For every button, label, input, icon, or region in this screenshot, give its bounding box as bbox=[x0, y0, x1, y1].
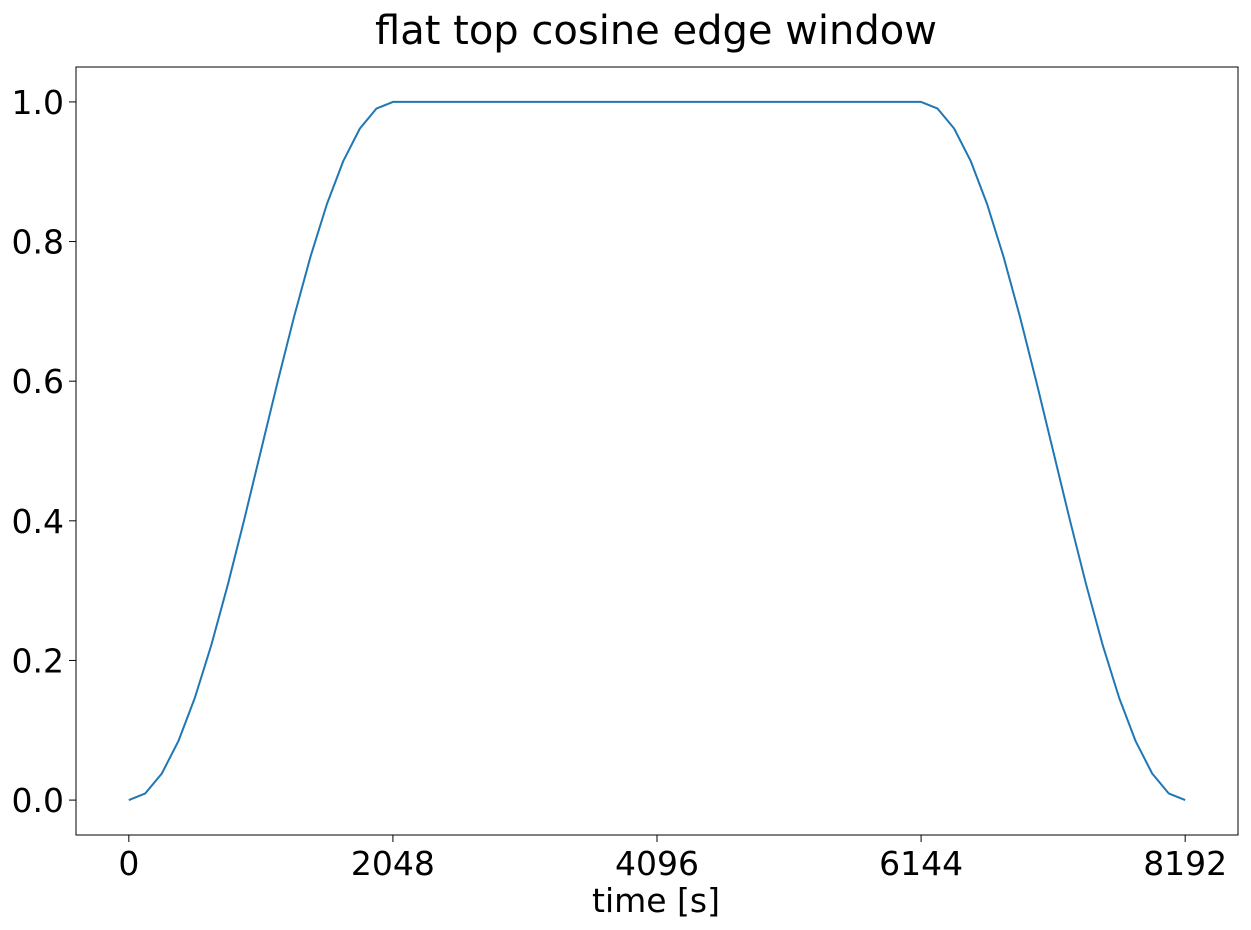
plot-frame bbox=[75, 66, 1239, 836]
x-tick-label: 4096 bbox=[615, 844, 699, 883]
x-tick-label: 6144 bbox=[879, 844, 963, 883]
y-tick-label: 0.6 bbox=[12, 362, 64, 401]
x-tick-label: 8192 bbox=[1143, 844, 1227, 883]
series-line-0 bbox=[128, 100, 1186, 802]
y-tick-label: 0.4 bbox=[12, 502, 64, 541]
chart-title: flat top cosine edge window bbox=[375, 8, 937, 54]
y-tick-label: 0.0 bbox=[12, 781, 64, 820]
x-tick-label: 0 bbox=[118, 844, 139, 883]
x-tick-label: 2048 bbox=[351, 844, 435, 883]
line-series bbox=[128, 100, 1186, 802]
y-tick-label: 0.8 bbox=[12, 223, 64, 262]
y-tick-label: 0.2 bbox=[12, 641, 64, 680]
x-axis: 0 2048 4096 6144 8192 bbox=[118, 835, 1227, 883]
y-tick-label: 1.0 bbox=[12, 83, 64, 122]
y-axis: 0.0 0.2 0.4 0.6 0.8 1.0 bbox=[12, 83, 76, 820]
x-axis-label: time [s] bbox=[592, 881, 720, 920]
